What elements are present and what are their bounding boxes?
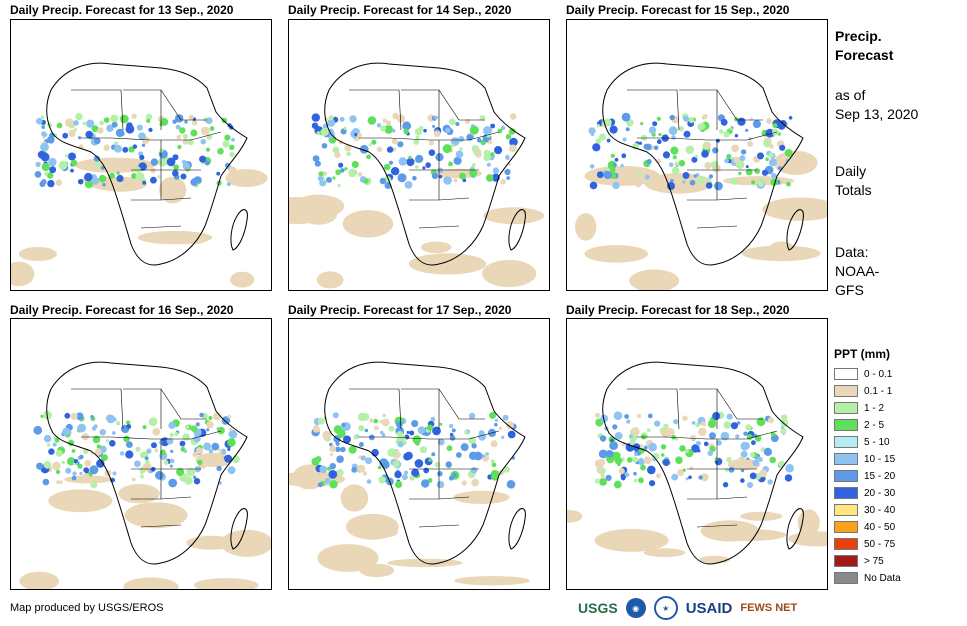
data-source-label: Data: — [835, 244, 869, 260]
legend-swatch — [834, 385, 858, 397]
as-of-block: as of Sep 13, 2020 — [835, 86, 918, 124]
legend-label: 40 - 50 — [864, 521, 896, 533]
legend-item: 30 - 40 — [834, 502, 901, 518]
legend-swatch — [834, 436, 858, 448]
legend-item: 20 - 30 — [834, 485, 901, 501]
usaid-logo: USAID — [685, 599, 733, 617]
legend-label: 30 - 40 — [864, 504, 896, 516]
fews-net-logo: FEWS NET — [740, 602, 798, 614]
forecast-title-line1: Precip. — [835, 28, 882, 44]
legend-item: > 75 — [834, 553, 901, 569]
totals-line1: Daily — [835, 163, 867, 179]
legend-item: 40 - 50 — [834, 519, 901, 535]
legend-item: 1 - 2 — [834, 400, 901, 416]
totals-block: Daily Totals — [835, 162, 872, 200]
legend-item: No Data — [834, 570, 901, 586]
legend-swatch — [834, 538, 858, 550]
legend-label: 1 - 2 — [864, 402, 885, 414]
data-source-line3: GFS — [835, 282, 864, 298]
legend-swatch — [834, 419, 858, 431]
panel-title: Daily Precip. Forecast for 15 Sep., 2020 — [566, 3, 790, 17]
legend-label: 50 - 75 — [864, 538, 896, 550]
forecast-heading: Precip. Forecast — [835, 27, 893, 65]
legend-swatch — [834, 487, 858, 499]
legend-swatch — [834, 470, 858, 482]
legend-title: PPT (mm) — [834, 347, 891, 361]
forecast-title-line2: Forecast — [835, 47, 894, 63]
legend-label: 0.1 - 1 — [864, 385, 893, 397]
panel-title: Daily Precip. Forecast for 18 Sep., 2020 — [566, 303, 790, 317]
legend-swatch — [834, 368, 858, 380]
map-credit: Map produced by USGS/EROS — [10, 602, 164, 614]
legend-item: 0.1 - 1 — [834, 383, 901, 399]
noaa-logo-icon: ◉ — [625, 598, 646, 618]
legend-label: 10 - 15 — [864, 453, 896, 465]
data-source-block: Data: NOAA- GFS — [835, 243, 879, 300]
usgs-logo: USGS — [578, 600, 618, 616]
forecast-map-panel — [288, 19, 550, 291]
legend-swatch — [834, 453, 858, 465]
legend-swatch — [834, 521, 858, 533]
panel-title: Daily Precip. Forecast for 17 Sep., 2020 — [288, 303, 512, 317]
legend-item: 15 - 20 — [834, 468, 901, 484]
forecast-map-panel — [10, 318, 272, 590]
as-of-date: Sep 13, 2020 — [835, 106, 919, 122]
forecast-map-panel — [288, 318, 550, 590]
forecast-map-panel — [566, 19, 828, 291]
legend-label: No Data — [864, 572, 901, 584]
data-source-line2: NOAA- — [835, 263, 880, 279]
legend-item: 0 - 0.1 — [834, 366, 901, 382]
legend-item: 2 - 5 — [834, 417, 901, 433]
legend-label: 15 - 20 — [864, 470, 896, 482]
legend-label: 5 - 10 — [864, 436, 890, 448]
forecast-map-panel — [10, 19, 272, 291]
legend-swatch — [834, 572, 858, 584]
panel-title: Daily Precip. Forecast for 16 Sep., 2020 — [10, 303, 234, 317]
precip-legend: 0 - 0.1 0.1 - 1 1 - 2 2 - 5 5 - 10 10 - 15 15 … — [834, 366, 901, 587]
as-of-label: as of — [835, 87, 866, 103]
logo-strip: USGS ◉ ★ USAID FEWS NET — [578, 596, 797, 620]
legend-label: 20 - 30 — [864, 487, 896, 499]
totals-line2: Totals — [835, 182, 872, 198]
legend-label: > 75 — [864, 555, 884, 567]
panel-title: Daily Precip. Forecast for 14 Sep., 2020 — [288, 3, 512, 17]
us-seal-icon: ★ — [653, 596, 678, 620]
legend-swatch — [834, 402, 858, 414]
legend-item: 10 - 15 — [834, 451, 901, 467]
forecast-map-panel — [566, 318, 828, 590]
legend-label: 2 - 5 — [864, 419, 885, 431]
legend-label: 0 - 0.1 — [864, 368, 893, 380]
legend-item: 50 - 75 — [834, 536, 901, 552]
panel-title: Daily Precip. Forecast for 13 Sep., 2020 — [10, 3, 234, 17]
legend-swatch — [834, 555, 858, 567]
legend-swatch — [834, 504, 858, 516]
legend-item: 5 - 10 — [834, 434, 901, 450]
